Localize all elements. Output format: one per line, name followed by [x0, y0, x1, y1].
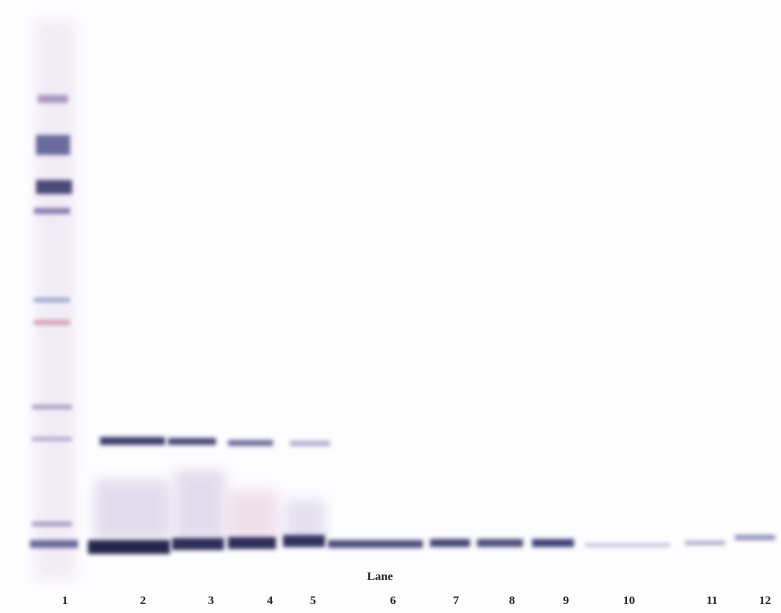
- axis-label: Lane: [367, 569, 394, 583]
- lane-label: 12: [759, 593, 771, 607]
- lane-label: 2: [140, 593, 146, 607]
- lane-label: 7: [453, 593, 459, 607]
- lane-label: 4: [267, 593, 273, 607]
- upper-bands: [100, 437, 330, 446]
- lane-label: 3: [208, 593, 214, 607]
- lane-label: 1: [62, 593, 68, 607]
- lane-label: 9: [563, 593, 569, 607]
- ladder-lane: [30, 20, 78, 580]
- lane-label: 11: [706, 593, 717, 607]
- lane-label: 5: [310, 593, 316, 607]
- lane-label: 6: [390, 593, 396, 607]
- lane-label: 10: [623, 593, 635, 607]
- main-bands: [88, 535, 775, 554]
- smears: [95, 470, 325, 540]
- lane-label: 8: [509, 593, 515, 607]
